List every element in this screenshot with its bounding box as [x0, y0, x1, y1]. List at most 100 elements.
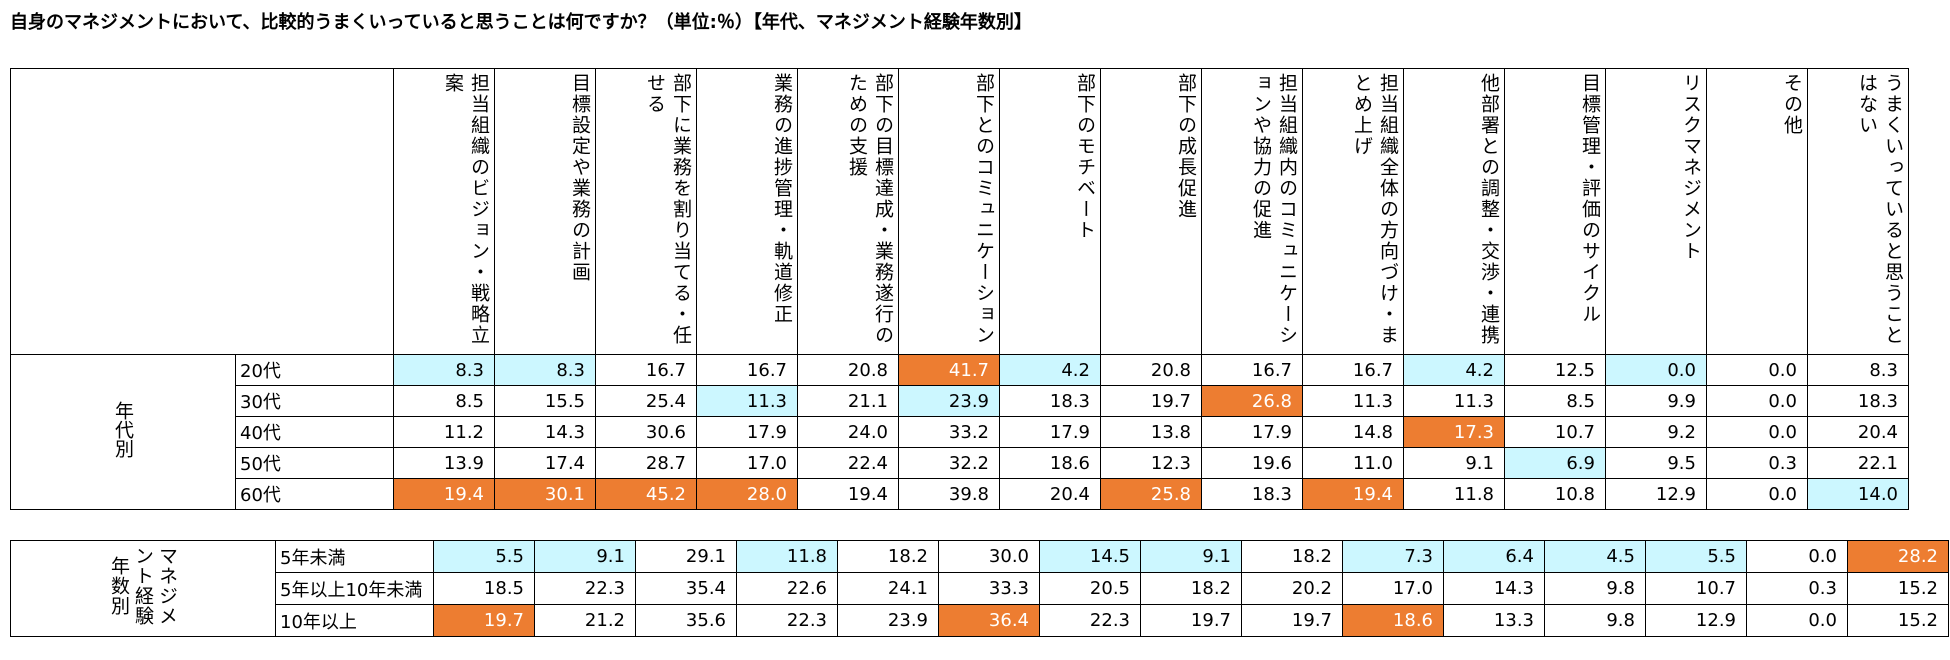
value-cell: 16.7 [696, 354, 798, 386]
header-corner [10, 68, 394, 355]
value-cell: 14.3 [1443, 572, 1545, 605]
value-cell: 4.2 [1403, 354, 1505, 386]
group-label: 年代別 [112, 401, 134, 458]
value-cell: 19.6 [1201, 447, 1303, 479]
column-header-label: 担当組織のビジョン・戦略立案 [442, 73, 490, 346]
value-cell: 23.9 [837, 604, 939, 637]
column-header-label: 部下の目標達成・業務遂行のための支援 [846, 73, 894, 346]
value-cell: 19.7 [1100, 385, 1202, 417]
value-cell: 21.1 [797, 385, 899, 417]
table-row: 年代別 20代 8.3 8.3 16.7 16.7 20.8 41.7 4.2 20.8 16.7 1… [10, 354, 1909, 510]
value-cell: 29.1 [635, 540, 737, 573]
value-cell: 19.4 [393, 478, 495, 510]
value-cell: 15.2 [1847, 572, 1949, 605]
value-cell: 17.0 [1342, 572, 1444, 605]
value-cell: 11.3 [696, 385, 798, 417]
column-header: 担当組織全体の方向づけ・まとめ上げ [1302, 68, 1404, 355]
value-cell: 35.4 [635, 572, 737, 605]
value-cell: 15.5 [494, 385, 596, 417]
row-label: 60代 [235, 478, 394, 510]
value-cell: 17.9 [696, 416, 798, 448]
value-cell: 30.0 [938, 540, 1040, 573]
value-cell: 18.6 [999, 447, 1101, 479]
value-cell: 18.3 [999, 385, 1101, 417]
value-cell: 17.9 [999, 416, 1101, 448]
value-cell: 13.3 [1443, 604, 1545, 637]
value-cell: 22.3 [1039, 604, 1141, 637]
value-cell: 8.5 [393, 385, 495, 417]
value-cell: 10.8 [1504, 478, 1606, 510]
column-header: 部下の成長促進 [1100, 68, 1202, 355]
value-cell: 0.0 [1746, 540, 1848, 573]
column-header: リスクマネジメント [1605, 68, 1707, 355]
value-cell: 24.0 [797, 416, 899, 448]
value-cell: 9.8 [1544, 604, 1646, 637]
row-label: 5年未満 [275, 540, 434, 573]
group-label-cell: マネジメント経験年数別 [10, 540, 276, 637]
value-cell: 28.7 [595, 447, 697, 479]
value-cell: 39.8 [898, 478, 1000, 510]
group-label-cell: 年代別 [10, 354, 236, 510]
row-label: 50代 [235, 447, 394, 479]
value-cell: 5.5 [1645, 540, 1747, 573]
value-cell: 30.6 [595, 416, 697, 448]
column-header-label: 目標設定や業務の計画 [569, 73, 591, 283]
value-cell: 22.3 [534, 572, 636, 605]
column-header: 目標管理・評価のサイクル [1504, 68, 1606, 355]
value-cell: 12.3 [1100, 447, 1202, 479]
value-cell: 14.0 [1807, 478, 1909, 510]
value-cell: 20.8 [797, 354, 899, 386]
value-cell: 18.2 [1241, 540, 1343, 573]
value-cell: 11.3 [1302, 385, 1404, 417]
value-cell: 8.3 [1807, 354, 1909, 386]
value-cell: 9.9 [1605, 385, 1707, 417]
value-cell: 9.1 [1140, 540, 1242, 573]
value-cell: 15.2 [1847, 604, 1949, 637]
value-cell: 23.9 [898, 385, 1000, 417]
table-row: 5年以上10年未満 18.5 22.3 35.4 22.6 24.1 33.3 20.5 18.… [11, 572, 1949, 605]
value-cell: 8.3 [494, 354, 596, 386]
table-row: 50代 13.9 17.4 28.7 17.0 22.4 32.2 18.6 12.3 19.6 1… [11, 447, 1909, 479]
value-cell: 22.3 [736, 604, 838, 637]
value-cell: 18.5 [433, 572, 535, 605]
value-cell: 19.7 [1140, 604, 1242, 637]
value-cell: 18.2 [837, 540, 939, 573]
value-cell: 18.3 [1807, 385, 1909, 417]
value-cell: 11.3 [1403, 385, 1505, 417]
age-table: 担当組織のビジョン・戦略立案 目標設定や業務の計画 部下に業務を割り当てる・任せる 業… [10, 68, 1909, 510]
column-header-label: 他部署との調整・交渉・連携 [1478, 73, 1500, 346]
value-cell: 16.7 [1302, 354, 1404, 386]
value-cell: 9.5 [1605, 447, 1707, 479]
value-cell: 4.5 [1544, 540, 1646, 573]
value-cell: 18.6 [1342, 604, 1444, 637]
value-cell: 0.0 [1605, 354, 1707, 386]
value-cell: 14.3 [494, 416, 596, 448]
column-header-label: 業務の進捗管理・軌道修正 [771, 73, 793, 325]
table-row: 30代 8.5 15.5 25.4 11.3 21.1 23.9 18.3 19.7 26.8 11… [11, 385, 1909, 417]
value-cell: 10.7 [1645, 572, 1747, 605]
column-header: 部下に業務を割り当てる・任せる [595, 68, 697, 355]
column-header-label: 部下に業務を割り当てる・任せる [644, 73, 692, 346]
column-header: 業務の進捗管理・軌道修正 [696, 68, 798, 355]
value-cell: 8.5 [1504, 385, 1606, 417]
row-label: 20代 [235, 354, 394, 386]
row-label: 10年以上 [275, 604, 434, 637]
value-cell: 4.2 [999, 354, 1101, 386]
value-cell: 33.3 [938, 572, 1040, 605]
value-cell: 5.5 [433, 540, 535, 573]
value-cell: 45.2 [595, 478, 697, 510]
value-cell: 19.4 [1302, 478, 1404, 510]
column-header: 担当組織内のコミュニケーションや協力の促進 [1201, 68, 1303, 355]
value-cell: 0.3 [1706, 447, 1808, 479]
value-cell: 12.9 [1605, 478, 1707, 510]
value-cell: 13.9 [393, 447, 495, 479]
row-label: 5年以上10年未満 [275, 572, 434, 605]
value-cell: 0.0 [1746, 604, 1848, 637]
value-cell: 18.3 [1201, 478, 1303, 510]
value-cell: 35.6 [635, 604, 737, 637]
value-cell: 9.1 [534, 540, 636, 573]
value-cell: 20.4 [1807, 416, 1909, 448]
value-cell: 28.0 [696, 478, 798, 510]
column-header-label: その他 [1781, 73, 1803, 136]
value-cell: 9.2 [1605, 416, 1707, 448]
